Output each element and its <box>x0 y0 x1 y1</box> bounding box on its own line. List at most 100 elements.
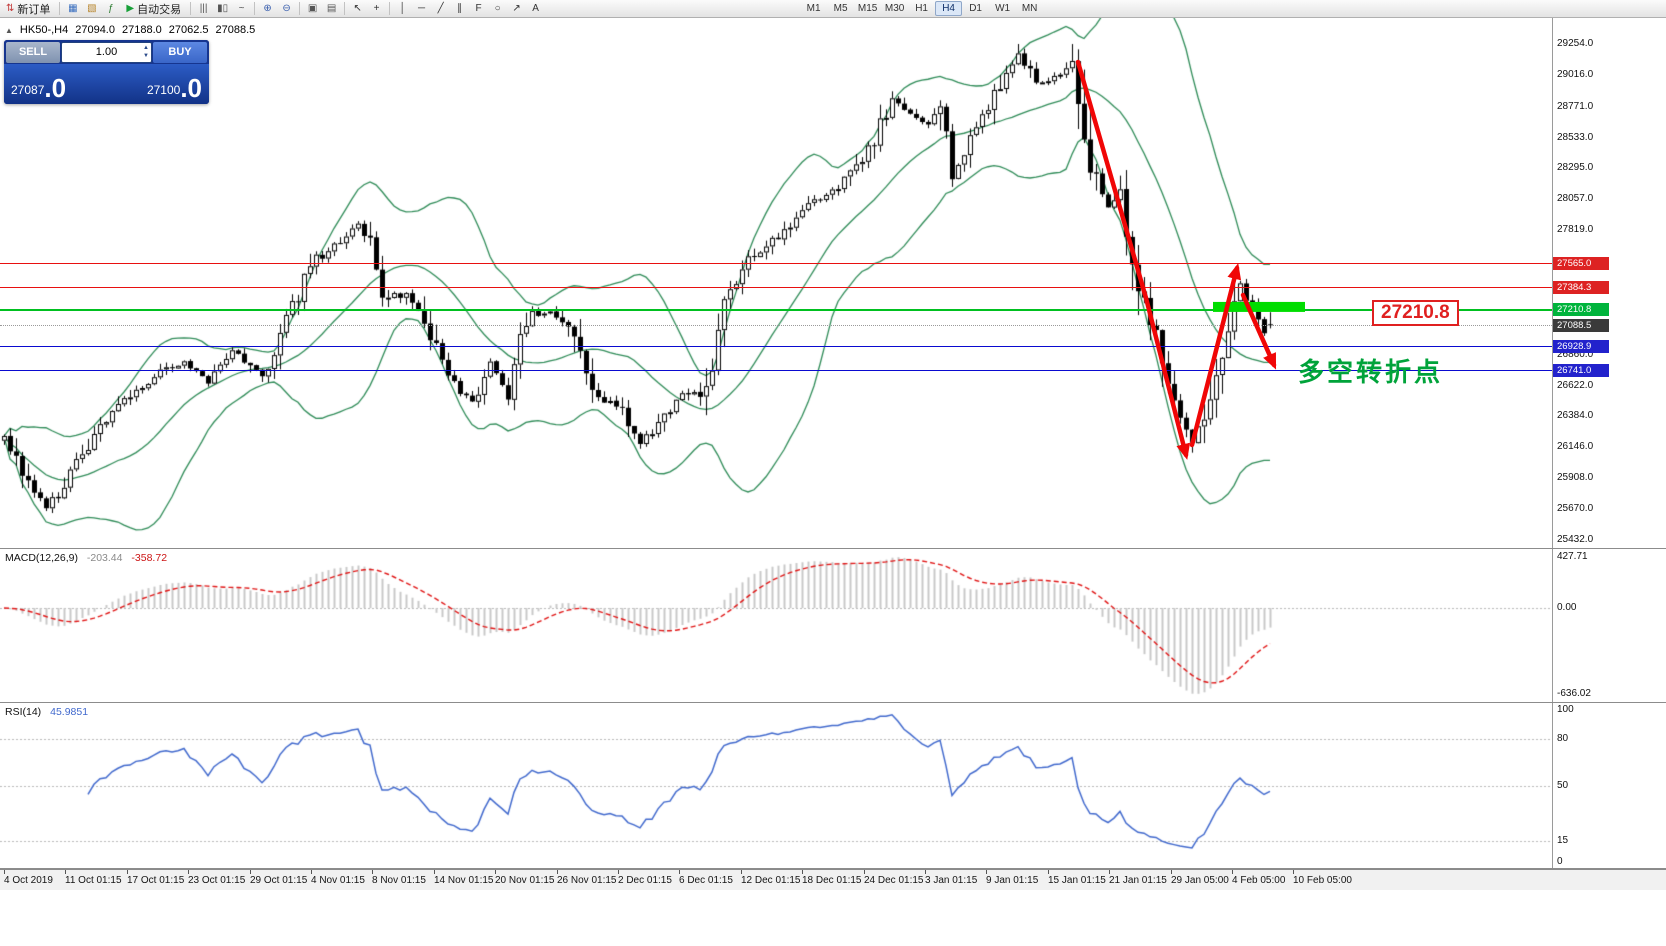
time-axis-label: 3 Jan 01:15 <box>925 875 978 886</box>
price-axis-label: 26146.0 <box>1557 441 1594 453</box>
macd-axis[interactable]: 427.71 0.00 -636.02 <box>1552 549 1666 702</box>
rsi-header: RSI(14) 45.9851 <box>5 706 89 718</box>
time-tick <box>1109 870 1110 874</box>
volume-up-icon[interactable]: ▲ <box>143 45 149 51</box>
zoom-in-icon[interactable]: ⊕ <box>263 2 272 14</box>
price-level-tag: 26928.9 <box>1553 340 1609 353</box>
hline-26741.0[interactable] <box>0 370 1552 371</box>
new-order-icon: ⇅ <box>6 2 15 14</box>
indicator-axis-label: 50 <box>1557 780 1569 791</box>
rsi-panel[interactable]: RSI(14) 45.9851 <box>0 703 1552 869</box>
turning-point-note[interactable]: 多空转折点 <box>1298 357 1444 387</box>
channel-icon[interactable]: ∥ <box>457 2 463 14</box>
bar-chart-icon[interactable]: ||| <box>199 2 208 14</box>
text-tool-icon[interactable]: A <box>532 2 539 14</box>
time-axis-label: 21 Jan 01:15 <box>1109 875 1167 886</box>
time-tick <box>65 870 66 874</box>
timeframe-w1[interactable]: W1 <box>995 3 1011 14</box>
zoom-out-icon[interactable]: ⊖ <box>282 2 291 14</box>
buy-button[interactable]: BUY <box>153 42 207 63</box>
sell-button[interactable]: SELL <box>6 42 60 63</box>
timeframe-d1[interactable]: D1 <box>969 3 982 14</box>
timeframe-m30[interactable]: M30 <box>884 3 905 14</box>
volume-down-icon[interactable]: ▼ <box>143 53 149 59</box>
time-tick <box>1293 870 1294 874</box>
time-tick <box>4 870 5 874</box>
panel-splitter[interactable] <box>0 702 1666 703</box>
time-axis-label: 18 Dec 01:15 <box>802 875 862 886</box>
time-tick <box>188 870 189 874</box>
main-chart[interactable]: ▲ HK50-,H4 27094.0 27188.0 27062.5 27088… <box>0 18 1552 548</box>
price-axis-label: 26622.0 <box>1557 379 1594 391</box>
hline-27088.5[interactable] <box>0 325 1552 326</box>
price-level-tag: 26741.0 <box>1553 364 1609 377</box>
volume-input[interactable]: 1.00 ▲ ▼ <box>61 42 152 63</box>
chart-ohlc-line: ▲ HK50-,H4 27094.0 27188.0 27062.5 27088… <box>5 24 255 36</box>
time-axis-label: 24 Dec 01:15 <box>864 875 924 886</box>
time-axis-label: 29 Oct 01:15 <box>250 875 308 886</box>
hline-26928.9[interactable] <box>0 346 1552 347</box>
indicator-axis-label: 100 <box>1557 704 1574 715</box>
time-axis[interactable]: 4 Oct 2019 11 Oct 01:15 17 Oct 01:15 23 Oct… <box>0 869 1666 890</box>
hline-27384.3[interactable] <box>0 287 1552 288</box>
cursor-icon[interactable]: ↖ <box>353 2 362 14</box>
profiles-icon[interactable]: ▧ <box>87 2 97 14</box>
indicator-axis-label: 0 <box>1557 856 1563 867</box>
timeframe-m5[interactable]: M5 <box>833 3 848 14</box>
time-axis-label: 4 Oct 2019 <box>4 875 53 886</box>
vertical-line-icon[interactable]: │ <box>399 2 406 14</box>
indicator-axis-label: 0.00 <box>1557 602 1577 614</box>
fibonacci-icon[interactable]: F <box>475 2 482 14</box>
time-tick <box>986 870 987 874</box>
timeframe-h1[interactable]: H1 <box>915 3 928 14</box>
rsi-axis[interactable]: 100 80 50 15 0 <box>1552 703 1666 869</box>
candlestick-icon[interactable]: ▮▯ <box>217 2 229 14</box>
timeframe-m15[interactable]: M15 <box>857 3 878 14</box>
chart-window-icon[interactable]: ▦ <box>68 2 78 14</box>
price-level-tag: 27384.3 <box>1553 281 1609 294</box>
price-callout-27210[interactable]: 27210.8 <box>1372 300 1459 326</box>
crosshair-icon[interactable]: + <box>373 2 380 14</box>
time-axis-label: 20 Nov 01:15 <box>495 875 555 886</box>
toolbar: ⇅ 新订单 ▦ ▧ ƒ ▶ 自动交易 ||| ▮▯ ~ ⊕ ⊖ ▣ ▤ ↖ + │ ─ ╱ ∥ F ○ ↗ A M1 M5 M15… <box>0 0 1666 18</box>
auto-trading-button[interactable]: ▶ 自动交易 <box>120 1 187 17</box>
indicators-icon[interactable]: ƒ <box>108 2 114 14</box>
arrow-tool-icon[interactable]: ↗ <box>512 2 521 14</box>
line-chart-icon[interactable]: ~ <box>238 2 245 14</box>
one-click-toggle-icon[interactable]: ▲ <box>5 25 13 35</box>
new-order-button[interactable]: ⇅ 新订单 <box>0 1 56 17</box>
auto-trading-icon: ▶ <box>126 2 135 14</box>
horizontal-line-icon[interactable]: ─ <box>418 2 426 14</box>
price-canvas[interactable] <box>0 18 1552 548</box>
time-tick <box>1048 870 1049 874</box>
timeframe-h4[interactable]: H4 <box>935 1 963 16</box>
panel-splitter[interactable] <box>0 548 1666 549</box>
price-axis[interactable]: 29254.0 29016.0 28771.0 28533.0 28295.0 28057… <box>1552 18 1666 548</box>
macd-canvas[interactable] <box>0 549 1552 702</box>
rsi-canvas[interactable] <box>0 703 1552 869</box>
macd-signal-value: -358.72 <box>131 552 168 564</box>
price-axis-label: 26860.0 <box>1557 348 1594 360</box>
time-tick <box>557 870 558 874</box>
time-axis-label: 4 Nov 01:15 <box>311 875 365 886</box>
macd-panel[interactable]: MACD(12,26,9) -203.44 -358.72 <box>0 549 1552 702</box>
tile-windows-icon[interactable]: ▤ <box>326 2 337 14</box>
time-axis-label: 14 Nov 01:15 <box>434 875 494 886</box>
price-axis-label: 28771.0 <box>1557 100 1594 112</box>
ellipse-icon[interactable]: ○ <box>494 2 501 14</box>
timeframe-mn[interactable]: MN <box>1021 3 1038 14</box>
price-level-tag: 27565.0 <box>1553 257 1609 270</box>
panel-splitter[interactable] <box>0 868 1666 869</box>
time-tick <box>250 870 251 874</box>
hline-27210.8[interactable] <box>0 309 1552 311</box>
time-tick <box>741 870 742 874</box>
hline-27565.0[interactable] <box>0 263 1552 264</box>
macd-header: MACD(12,26,9) -203.44 -358.72 <box>5 552 168 564</box>
time-axis-label: 12 Dec 01:15 <box>741 875 801 886</box>
toolbar-items: ⇅ 新订单 ▦ ▧ ƒ ▶ 自动交易 ||| ▮▯ ~ ⊕ ⊖ ▣ ▤ ↖ + │ ─ ╱ ∥ F ○ ↗ A <box>0 0 545 17</box>
new-chart-icon[interactable]: ▣ <box>307 2 318 14</box>
low-value: 27062.5 <box>168 24 209 36</box>
timeframe-m1[interactable]: M1 <box>806 3 821 14</box>
trendline-icon[interactable]: ╱ <box>437 2 444 14</box>
